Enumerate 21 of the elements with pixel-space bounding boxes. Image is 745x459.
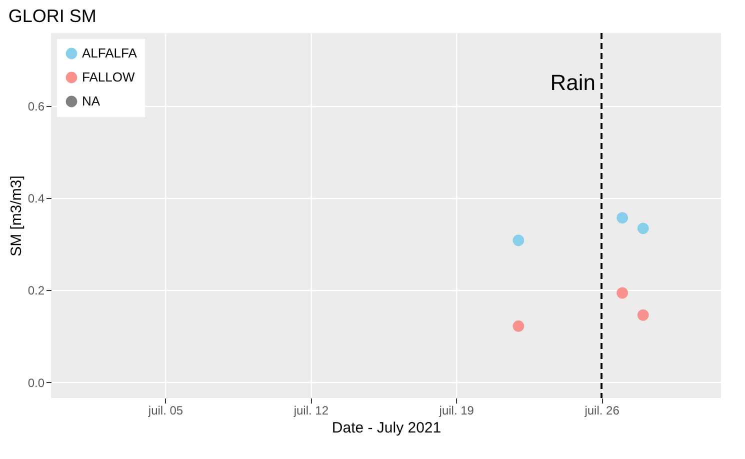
point: [616, 212, 628, 224]
ref-line-label: Rain: [550, 70, 596, 95]
legend-label: ALFALFA: [82, 46, 138, 60]
y-tick-label: 0.4: [28, 191, 45, 206]
point: [512, 320, 524, 332]
x-tick-label: juil. 26: [584, 404, 620, 418]
x-axis-title: Date - July 2021: [332, 420, 442, 436]
point: [637, 222, 649, 234]
point: [512, 234, 524, 246]
point: [616, 287, 628, 299]
y-tick-label: 0.0: [28, 376, 45, 390]
legend-label: NA: [82, 94, 100, 108]
y-tick-label: 0.2: [28, 284, 45, 298]
x-tick-label: juil. 19: [438, 404, 474, 418]
y-tick-label: 0.6: [28, 99, 45, 114]
x-tick-label: juil. 12: [292, 404, 329, 418]
point: [637, 309, 649, 321]
chart-title: GLORI SM: [8, 6, 96, 26]
y-axis-title: SM [m3/m3]: [8, 176, 25, 256]
x-tick-label: juil. 05: [147, 404, 184, 418]
legend-label: FALLOW: [82, 70, 136, 84]
